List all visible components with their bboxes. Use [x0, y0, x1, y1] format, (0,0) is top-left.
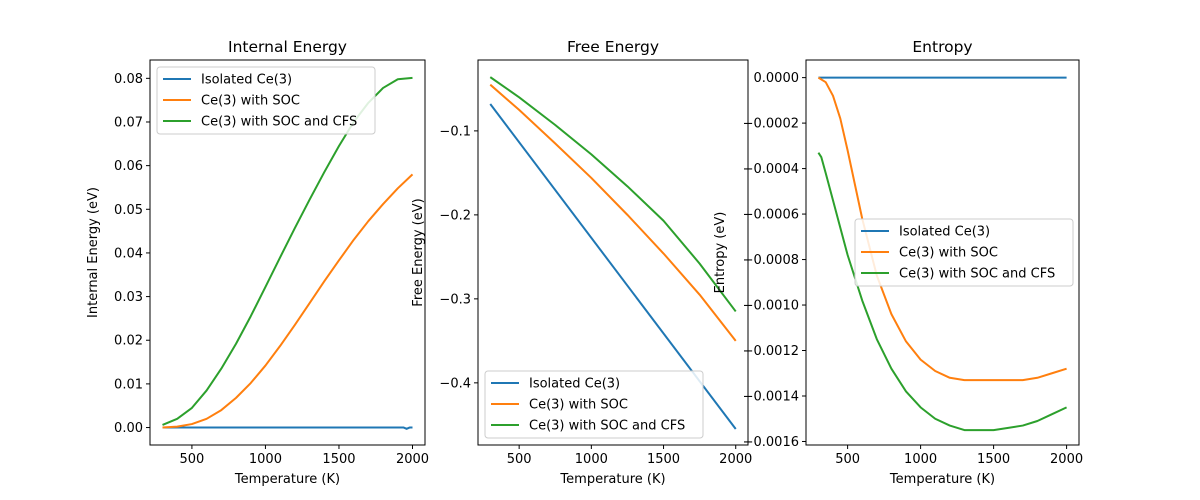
y-tick-label: −0.0012	[743, 344, 799, 359]
y-tick-label: 0.02	[114, 334, 143, 349]
y-tick-label: −0.3	[439, 292, 471, 307]
legend-label: Ce(3) with SOC	[899, 246, 998, 261]
x-tick-label: 1000	[575, 452, 608, 467]
x-tick-label: 1500	[977, 452, 1010, 467]
y-tick-label: −0.0002	[743, 117, 799, 132]
legend-label: Ce(3) with SOC	[529, 398, 628, 413]
y-tick-label: 0.06	[114, 159, 143, 174]
y-axis-label: Free Energy (eV)	[411, 198, 426, 306]
legend-box	[854, 218, 1074, 287]
chart-title: Internal Energy	[228, 38, 347, 56]
y-tick-label: −0.0008	[743, 253, 799, 268]
y-tick-label: −0.1	[439, 124, 471, 139]
legend: Isolated Ce(3) Ce(3) with SOC Ce(3) with S…	[854, 218, 1074, 287]
x-tick-label: 2000	[1050, 452, 1083, 467]
legend-label: Ce(3) with SOC and CFS	[201, 115, 357, 130]
y-tick-label: 0.03	[114, 290, 143, 305]
series-line-2	[817, 76, 1067, 382]
legend-box	[484, 370, 704, 439]
y-axis-label: Internal Energy (eV)	[86, 187, 101, 318]
subplots: Internal Energy 500 1000 1500 2000 0.00 0.01 0.…	[86, 38, 1083, 487]
y-tick-label: 0.05	[114, 203, 143, 218]
y-tick-label: 0.07	[114, 115, 143, 130]
legend-label: Ce(3) with SOC and CFS	[899, 267, 1055, 282]
x-tick-label: 1500	[322, 452, 355, 467]
y-axis-label: Entropy (eV)	[713, 212, 728, 294]
legend-label: Isolated Ce(3)	[201, 73, 292, 88]
x-tick-label: 2000	[396, 452, 429, 467]
x-tick-label: 1000	[249, 452, 282, 467]
y-tick-label: −0.0006	[743, 208, 799, 223]
subplot-1: Internal Energy 500 1000 1500 2000 0.00 0.01 0.…	[86, 38, 429, 487]
subplot-2: Free Energy 500 1000 1500 2000 −0.1 −0.2 −0.3 −0…	[411, 38, 752, 487]
legend: Isolated Ce(3) Ce(3) with SOC Ce(3) with S…	[156, 66, 376, 135]
x-tick-label: 1000	[904, 452, 937, 467]
y-tick-label: 0.04	[114, 246, 143, 261]
series-line-1	[162, 426, 413, 430]
y-tick-label: −0.0004	[743, 162, 799, 177]
legend-label: Isolated Ce(3)	[529, 377, 620, 392]
x-axis-label: Temperature (K)	[889, 472, 995, 487]
y-tick-label: 0.0000	[754, 71, 800, 86]
series-line-2	[489, 83, 737, 342]
series-line-3	[489, 76, 737, 313]
y-tick-label: −0.2	[439, 208, 471, 223]
legend: Isolated Ce(3) Ce(3) with SOC Ce(3) with S…	[484, 370, 704, 439]
y-tick-label: −0.0010	[743, 299, 799, 314]
x-tick-label: 500	[507, 452, 532, 467]
legend-label: Ce(3) with SOC and CFS	[529, 419, 685, 434]
y-tick-label: 0.08	[114, 72, 143, 87]
y-tick-label: −0.0016	[743, 435, 799, 450]
legend-label: Isolated Ce(3)	[899, 225, 990, 240]
x-axis-label: Temperature (K)	[559, 472, 665, 487]
legend-label: Ce(3) with SOC	[201, 94, 300, 109]
chart-title: Entropy	[912, 38, 972, 56]
y-tick-label: 0.00	[114, 421, 143, 436]
chart-title: Free Energy	[567, 38, 659, 56]
x-tick-label: 500	[835, 452, 860, 467]
x-tick-label: 2000	[719, 452, 752, 467]
y-tick-label: −0.0014	[743, 389, 799, 404]
x-axis-label: Temperature (K)	[234, 472, 340, 487]
x-tick-label: 500	[179, 452, 204, 467]
plot-frame	[477, 59, 749, 446]
x-tick-label: 1500	[647, 452, 680, 467]
legend-box	[156, 66, 376, 135]
plot-frame	[805, 59, 1080, 446]
y-tick-label: −0.4	[439, 376, 471, 391]
subplot-3: Entropy 500 1000 1500 2000 0.0000 −0.0002 −0.00…	[713, 38, 1083, 487]
y-tick-label: 0.01	[114, 377, 143, 392]
series-line-2	[162, 173, 414, 429]
series-line-3	[817, 152, 1068, 432]
